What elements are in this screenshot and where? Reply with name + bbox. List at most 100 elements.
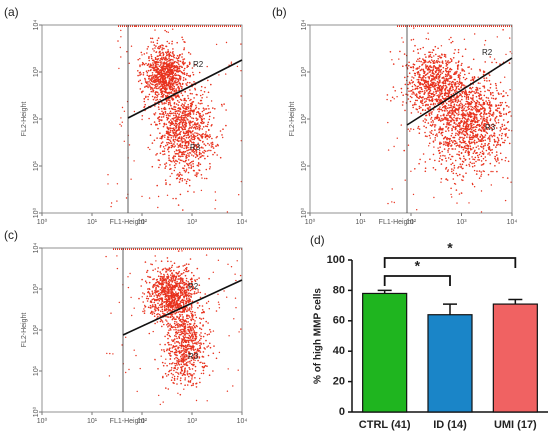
- event-dot: [151, 304, 154, 306]
- event-dot: [471, 86, 474, 89]
- event-dot: [450, 36, 452, 39]
- event-dot: [180, 116, 183, 118]
- event-dot: [451, 162, 454, 164]
- event-dot: [428, 56, 430, 58]
- event-dot: [170, 142, 173, 144]
- event-dot: [415, 103, 417, 106]
- event-dot: [499, 101, 502, 104]
- event-dot: [460, 113, 463, 116]
- event-dot: [200, 136, 203, 138]
- event-dot: [187, 112, 190, 115]
- event-dot: [411, 82, 414, 84]
- event-dot: [396, 137, 398, 139]
- event-dot: [500, 115, 503, 117]
- event-dot: [188, 294, 191, 297]
- event-dot: [190, 105, 193, 108]
- event-dot: [204, 135, 207, 138]
- event-dot: [189, 126, 191, 129]
- event-dot: [177, 287, 180, 289]
- event-dot: [434, 70, 437, 73]
- event-dot: [152, 62, 154, 64]
- event-dot: [173, 102, 176, 104]
- event-dot: [169, 175, 171, 177]
- event-dot: [150, 75, 153, 77]
- event-dot: [492, 170, 494, 173]
- event-dot: [137, 58, 139, 61]
- event-dot: [184, 264, 186, 267]
- event-dot: [161, 83, 163, 86]
- event-dot: [157, 298, 159, 300]
- event-dot: [118, 67, 120, 70]
- event-dot: [187, 159, 190, 161]
- event-dot: [441, 72, 444, 74]
- event-dot: [139, 79, 141, 82]
- event-dot: [172, 48, 174, 50]
- event-dot: [158, 47, 161, 50]
- event-dot: [415, 87, 417, 90]
- event-dot: [457, 167, 459, 169]
- event-dot: [475, 126, 478, 129]
- event-dot: [445, 160, 448, 162]
- event-dot: [449, 91, 451, 94]
- event-dot: [182, 120, 184, 122]
- event-dot: [181, 53, 183, 55]
- event-dot: [474, 130, 477, 133]
- event-dot: [169, 122, 172, 124]
- event-dot: [476, 136, 479, 138]
- event-dot: [160, 63, 162, 65]
- event-dot: [504, 139, 506, 142]
- event-dot: [471, 156, 473, 158]
- event-dot: [452, 178, 455, 180]
- event-dot: [187, 97, 190, 100]
- event-dot: [446, 61, 449, 63]
- y-tick-label: 10⁴: [33, 20, 40, 31]
- event-dot: [163, 81, 165, 83]
- event-dot: [178, 87, 180, 89]
- event-dot: [189, 121, 192, 123]
- event-dot: [179, 108, 181, 111]
- event-dot: [156, 85, 159, 87]
- event-dot: [423, 82, 426, 85]
- event-dot: [451, 170, 453, 173]
- x-tick-label: 10²: [137, 219, 148, 226]
- event-dot: [478, 170, 481, 172]
- event-dot: [153, 44, 156, 46]
- event-dot: [188, 51, 190, 54]
- event-dot: [170, 303, 172, 305]
- event-dot: [189, 146, 192, 149]
- event-dot: [440, 181, 442, 183]
- event-dot: [449, 87, 451, 90]
- event-dot: [173, 284, 176, 287]
- event-dot: [456, 125, 458, 128]
- event-dot: [186, 266, 188, 269]
- event-dot: [147, 290, 150, 293]
- event-dot: [164, 87, 167, 90]
- event-dot: [413, 83, 416, 86]
- event-dot: [447, 157, 450, 159]
- event-dot: [449, 58, 452, 60]
- event-dot: [160, 90, 163, 93]
- event-dot: [174, 279, 176, 282]
- event-dot: [193, 291, 196, 293]
- event-dot: [179, 294, 182, 297]
- event-dot: [454, 134, 457, 137]
- event-dot: [425, 119, 428, 121]
- event-dot: [473, 118, 476, 121]
- x-axis-label: FL1-Height: [379, 219, 414, 226]
- event-dot: [504, 101, 507, 104]
- event-dot: [156, 83, 158, 86]
- event-dot: [200, 85, 203, 88]
- event-dot: [499, 152, 502, 155]
- event-dot: [169, 164, 171, 166]
- event-dot: [451, 110, 453, 112]
- event-dot: [195, 113, 198, 116]
- event-dot: [412, 77, 415, 79]
- event-dot: [195, 151, 198, 154]
- event-dot: [177, 149, 180, 151]
- event-dot: [207, 142, 209, 145]
- event-dot: [450, 187, 452, 190]
- event-dot: [150, 57, 153, 60]
- event-dot: [447, 123, 450, 126]
- event-dot: [454, 91, 457, 94]
- event-dot: [452, 86, 454, 89]
